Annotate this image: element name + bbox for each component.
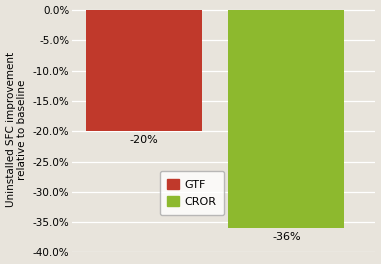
- Text: -36%: -36%: [272, 232, 301, 242]
- Legend: GTF, CROR: GTF, CROR: [160, 171, 224, 215]
- Bar: [86, 10, 202, 131]
- Bar: [228, 10, 344, 228]
- Y-axis label: Uninstalled SFC improvement
relative to baseline: Uninstalled SFC improvement relative to …: [6, 52, 27, 207]
- Text: -20%: -20%: [129, 135, 158, 145]
